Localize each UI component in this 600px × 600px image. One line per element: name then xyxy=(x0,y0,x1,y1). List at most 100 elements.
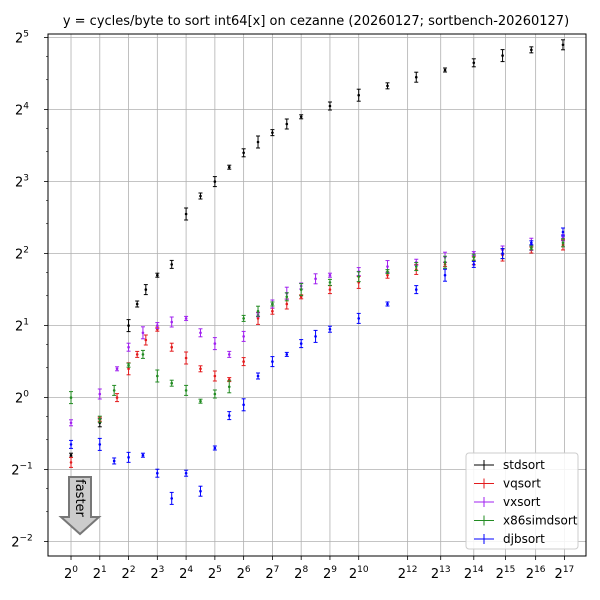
x86simdsort-point xyxy=(285,295,289,299)
series-stdsort xyxy=(69,39,565,458)
x-tick-label: 22 xyxy=(122,565,136,582)
djbsort-point xyxy=(98,443,102,446)
x-tick-label: 214 xyxy=(464,565,484,582)
vqsort-point xyxy=(127,367,130,371)
stdsort-point xyxy=(530,48,533,52)
djbsort-point xyxy=(242,403,245,407)
vqsort-point xyxy=(328,288,332,291)
djbsort-point xyxy=(271,360,274,363)
stdsort-point xyxy=(256,140,260,144)
x86simdsort-point xyxy=(69,396,73,399)
djbsort-point xyxy=(256,374,260,378)
djbsort-point xyxy=(472,263,476,266)
vxsort-point xyxy=(227,353,231,356)
vqsort-point xyxy=(199,367,202,371)
vqsort-point xyxy=(170,345,174,349)
vqsort-point xyxy=(135,353,139,356)
x86simdsort-point xyxy=(127,363,130,367)
x86simdsort-point xyxy=(299,288,303,291)
djbsort-point xyxy=(127,456,130,459)
legend: stdsort vqsort vxsort x86simdsort djbsort xyxy=(465,452,579,550)
x-tick-label: 216 xyxy=(526,565,546,582)
djbsort-point xyxy=(227,414,231,417)
x-tick-label: 26 xyxy=(237,565,251,582)
stdsort-point xyxy=(144,288,148,291)
x86simdsort-point xyxy=(386,270,389,273)
stdsort-point xyxy=(443,68,447,72)
x-tick-label: 21 xyxy=(93,565,107,582)
x86simdsort-point xyxy=(357,275,361,278)
stdsort-point xyxy=(213,180,217,183)
djbsort-point xyxy=(443,273,447,277)
vxsort-point xyxy=(98,392,102,396)
x-tick-label: 215 xyxy=(496,565,516,582)
vxsort-point xyxy=(213,342,217,345)
djbsort-point xyxy=(414,288,418,291)
y-tick-label: 2−1 xyxy=(11,462,33,479)
vqsort-point xyxy=(299,295,303,299)
chart-title: y = cycles/byte to sort int64[x] on ceza… xyxy=(63,14,569,29)
faster-annotation: faster xyxy=(58,476,102,536)
vxsort-point xyxy=(314,277,317,281)
x86simdsort-point xyxy=(141,353,145,356)
vqsort-point xyxy=(285,302,289,306)
legend-frame xyxy=(465,452,579,550)
x86simdsort-point xyxy=(170,381,174,385)
y-axis-ticks: 2−2 2−1 20 21 22 23 24 25 xyxy=(11,30,48,551)
series-djbsort xyxy=(69,227,565,505)
vxsort-point xyxy=(184,317,188,320)
vqsort-point xyxy=(213,374,217,378)
stdsort-point xyxy=(156,273,159,277)
faster-label: faster xyxy=(72,479,87,517)
x-axis-ticks: 20 21 22 23 24 25 26 27 28 29 210 212 213 214 215 216 21… xyxy=(64,556,574,582)
y-tick-label: 23 xyxy=(15,174,29,191)
x86simdsort-point xyxy=(199,399,202,403)
x86simdsort-point xyxy=(242,317,245,320)
legend-label-x86simdsort: x86simdsort xyxy=(503,514,578,528)
vxsort-point xyxy=(199,331,202,335)
vxsort-point xyxy=(115,367,119,371)
stdsort-point xyxy=(299,115,303,119)
series-x86simdsort xyxy=(69,238,565,423)
stdsort-point xyxy=(271,131,274,134)
vxsort-point xyxy=(386,265,389,268)
djbsort-point xyxy=(199,489,202,493)
stdsort-point xyxy=(227,165,231,169)
vxsort-point xyxy=(156,324,159,327)
stdsort-point xyxy=(170,263,174,266)
x86simdsort-point xyxy=(256,309,260,313)
legend-label-vxsort: vxsort xyxy=(503,495,541,509)
stdsort-point xyxy=(472,61,476,65)
x86simdsort-point xyxy=(112,389,116,392)
x86simdsort-point xyxy=(271,302,274,306)
stdsort-point xyxy=(184,212,188,216)
vqsort-point xyxy=(69,461,73,464)
x86simdsort-point xyxy=(561,241,565,245)
djbsort-point xyxy=(285,353,289,356)
x-tick-label: 25 xyxy=(208,565,222,582)
stdsort-point xyxy=(386,84,389,88)
stdsort-point xyxy=(127,324,130,327)
x86simdsort-point xyxy=(227,385,231,389)
djbsort-point xyxy=(501,252,504,255)
x-tick-label: 212 xyxy=(398,565,418,582)
x-tick-label: 29 xyxy=(323,565,337,582)
x-tick-label: 210 xyxy=(349,565,369,582)
djbsort-point xyxy=(530,241,533,245)
stdsort-point xyxy=(414,75,418,79)
stdsort-point xyxy=(285,122,289,126)
djbsort-point xyxy=(112,459,116,463)
djbsort-point xyxy=(328,327,332,331)
x86simdsort-point xyxy=(184,389,188,392)
vxsort-point xyxy=(141,331,145,335)
x-tick-label: 28 xyxy=(294,565,308,582)
legend-label-stdsort: stdsort xyxy=(503,458,545,472)
x86simdsort-point xyxy=(98,417,102,421)
legend-label-djbsort: djbsort xyxy=(503,532,545,546)
djbsort-point xyxy=(141,453,145,457)
x86simdsort-point xyxy=(443,260,447,264)
x86simdsort-point xyxy=(530,246,533,250)
x-tick-label: 24 xyxy=(179,565,193,582)
djbsort-point xyxy=(213,446,217,450)
legend-label-vqsort: vqsort xyxy=(503,477,541,491)
